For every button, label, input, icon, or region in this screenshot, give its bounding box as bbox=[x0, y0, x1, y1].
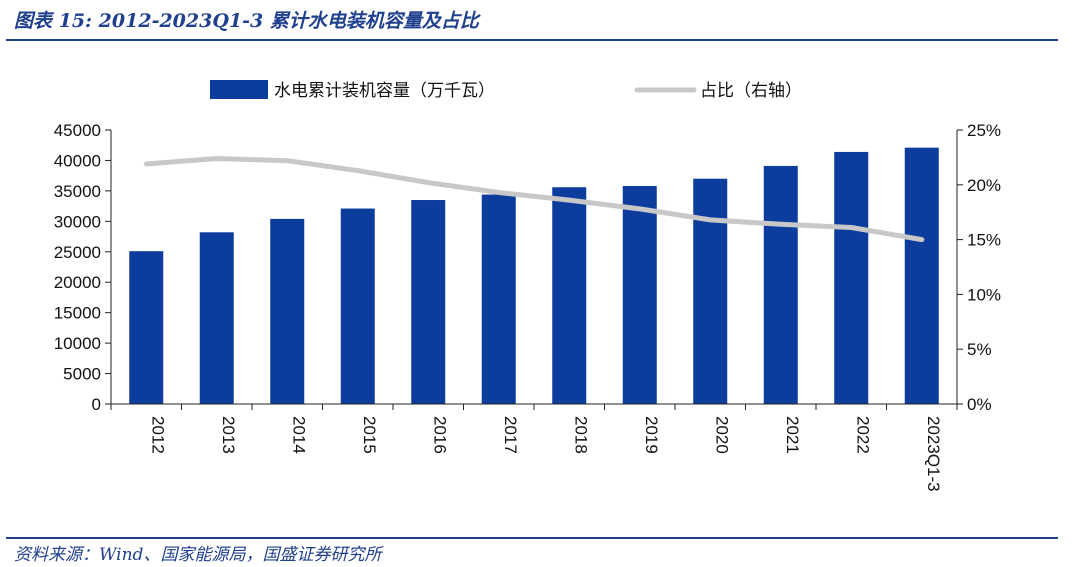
legend-bar-swatch bbox=[210, 80, 268, 99]
bar bbox=[481, 194, 516, 404]
category-label: 2012 bbox=[148, 416, 167, 454]
legend-bar-label: 水电累计装机容量（万千瓦） bbox=[274, 81, 495, 100]
bar bbox=[411, 200, 446, 404]
bar bbox=[622, 186, 657, 404]
left-tick-label: 30000 bbox=[54, 212, 101, 231]
category-label: 2015 bbox=[360, 416, 379, 454]
left-tick-label: 15000 bbox=[54, 304, 101, 323]
bar bbox=[270, 218, 305, 404]
category-label: 2023Q1-3 bbox=[924, 416, 943, 492]
bar bbox=[904, 147, 939, 404]
category-label: 2016 bbox=[430, 416, 449, 454]
category-label: 2019 bbox=[642, 416, 661, 454]
footer-divider bbox=[6, 537, 1058, 539]
right-tick-label: 15% bbox=[967, 231, 1001, 250]
left-tick-label: 45000 bbox=[54, 121, 101, 140]
category-label: 2017 bbox=[501, 416, 520, 454]
source-note: 资料来源：Wind、国家能源局，国盛证券研究所 bbox=[14, 545, 382, 565]
bar bbox=[340, 208, 375, 404]
chart-area: 0 5000 10000 15000 20000 25000 30000 35000 40000… bbox=[54, 80, 1001, 492]
category-label: 2018 bbox=[571, 416, 590, 454]
category-label: 2022 bbox=[853, 416, 872, 454]
bar bbox=[552, 187, 587, 404]
category-label: 2013 bbox=[219, 416, 238, 454]
left-tick-label: 10000 bbox=[54, 334, 101, 353]
right-tick-label: 5% bbox=[967, 340, 992, 359]
legend-line-label: 占比（右轴） bbox=[700, 81, 802, 100]
right-tick-label: 0% bbox=[967, 395, 992, 414]
right-tick-label: 10% bbox=[967, 285, 1001, 304]
category-label: 2020 bbox=[712, 416, 731, 454]
left-tick-label: 40000 bbox=[54, 151, 101, 170]
bar bbox=[834, 151, 869, 404]
title-divider bbox=[6, 39, 1058, 41]
right-tick-label: 20% bbox=[967, 176, 1001, 195]
right-tick-label: 25% bbox=[967, 121, 1001, 140]
bar bbox=[199, 232, 234, 404]
category-label: 2014 bbox=[289, 416, 308, 454]
bar bbox=[129, 251, 164, 404]
bar bbox=[693, 178, 728, 404]
left-tick-label: 5000 bbox=[63, 365, 101, 384]
left-tick-label: 20000 bbox=[54, 273, 101, 292]
left-tick-label: 0 bbox=[92, 395, 101, 414]
figure-title: 图表 15: 2012-2023Q1-3 累计水电装机容量及占比 bbox=[14, 10, 479, 32]
share-line bbox=[143, 156, 925, 243]
left-tick-label: 35000 bbox=[54, 182, 101, 201]
left-tick-label: 25000 bbox=[54, 243, 101, 262]
category-label: 2021 bbox=[783, 416, 802, 454]
bar bbox=[763, 165, 798, 404]
